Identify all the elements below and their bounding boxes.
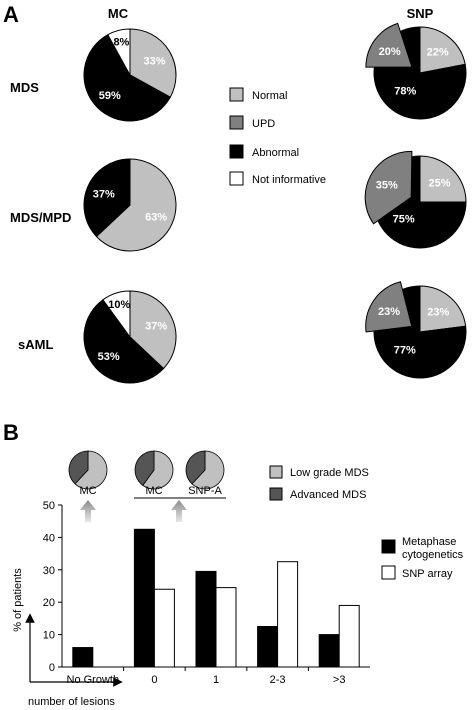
pie-legend: Low grade MDS Advanced MDS bbox=[269, 465, 369, 501]
y-axis-label: % of patients bbox=[12, 568, 24, 632]
small-pie-3-slice-advanced bbox=[185, 450, 206, 485]
small-pie-label-snp-a: SNP-A bbox=[188, 485, 222, 497]
pie-mds-snp-label-abnormal: 78% bbox=[394, 86, 416, 98]
legend-swatch-not-informative bbox=[229, 171, 244, 186]
small-pie-2-slice-advanced bbox=[134, 450, 155, 486]
small-pie-1-slice-low-grade bbox=[74, 450, 108, 490]
y-tick-label: 10 bbox=[43, 630, 55, 642]
up-arrow-icon bbox=[80, 500, 96, 522]
pie-mds-mc-label-not-informative: 8% bbox=[113, 37, 129, 49]
bar-chart: 0 10 20 30 40 50 No Growth 0 1 2-3 >3 bbox=[43, 500, 370, 686]
legend-swatch-metaphase-cytogenetics bbox=[381, 539, 396, 554]
pie-saml-mc-label-abnormal: 53% bbox=[98, 351, 120, 363]
small-pie-label-mc: MC bbox=[79, 485, 96, 497]
pie-mds-mpd-snp-label-abnormal: 75% bbox=[393, 213, 415, 225]
small-pie-1-slice-advanced bbox=[68, 450, 89, 485]
panel-a-label: A bbox=[3, 2, 19, 27]
legend-label-upd: UPD bbox=[252, 118, 275, 130]
legend-swatch-low-grade-mds bbox=[269, 465, 283, 479]
column-title-mc: MC bbox=[108, 6, 129, 21]
legend-swatch-snp-array bbox=[381, 565, 396, 580]
pie-saml-mc-label-not-informative: 10% bbox=[108, 299, 130, 311]
y-tick-label: 40 bbox=[43, 532, 55, 544]
panel-b: B MC MC SNP-A Low grade MDS Advanced MDS… bbox=[3, 420, 464, 708]
x-tick-label: 1 bbox=[213, 674, 219, 686]
bar-metaphase-cytogenetics-gt3 bbox=[318, 634, 340, 668]
bar-metaphase-cytogenetics-0 bbox=[133, 528, 155, 668]
legend-swatch-advanced-mds bbox=[269, 487, 283, 501]
pie-mds-mc-slice-normal bbox=[129, 28, 177, 98]
pie-saml-mc-slice-abnormal bbox=[83, 299, 165, 384]
small-pie-label-mc-2: MC bbox=[145, 485, 162, 497]
x-tick-label: 2-3 bbox=[270, 674, 286, 686]
pie-saml-mc-slice-normal bbox=[129, 290, 177, 370]
legend-swatch-normal bbox=[229, 87, 244, 102]
panel-b-label: B bbox=[3, 420, 19, 445]
y-tick-label: 30 bbox=[43, 565, 55, 577]
y-tick-label: 0 bbox=[49, 662, 55, 674]
y-tick-label: 50 bbox=[43, 500, 55, 512]
pie-mds-mpd-snp-slice-normal bbox=[419, 155, 467, 203]
pie-mds-mpd-mc-slice-normal bbox=[95, 158, 177, 252]
bar-metaphase-cytogenetics-1 bbox=[195, 570, 217, 668]
small-pie-3-slice-low-grade bbox=[191, 450, 225, 490]
pie-mds-snp-slice-normal bbox=[419, 26, 466, 74]
legend-swatch-upd bbox=[229, 115, 244, 130]
pie-mds-mc-label-abnormal: 59% bbox=[99, 90, 121, 102]
small-pie-2-slice-low-grade bbox=[142, 450, 174, 490]
legend-label-metaphase-cytogenetics: Metaphase cytogenetics bbox=[402, 536, 464, 561]
pie-mds-snp-slice-upd bbox=[365, 22, 413, 68]
x-tick-label: 0 bbox=[151, 674, 157, 686]
bar-snp-array-0 bbox=[153, 588, 175, 668]
pie-mds-snp-label-upd: 20% bbox=[379, 46, 401, 58]
bar-metaphase-cytogenetics-2-3 bbox=[257, 626, 279, 668]
pie-mds-mpd-mc-slice-abnormal bbox=[83, 158, 131, 238]
pie-saml-snp-label-upd: 23% bbox=[378, 306, 400, 318]
legend-label-low-grade-mds: Low grade MDS bbox=[290, 467, 369, 479]
legend-label-snp-array: SNP array bbox=[402, 568, 453, 580]
row-label-mds: MDS bbox=[10, 80, 39, 95]
row-label-saml: sAML bbox=[18, 337, 53, 352]
pie-saml-mc-slice-not-informative bbox=[102, 290, 131, 339]
pie-saml-snp-slice-upd bbox=[365, 281, 413, 333]
small-pie-charts bbox=[68, 450, 225, 490]
legend-swatch-abnormal bbox=[229, 144, 244, 159]
x-axis-label: number of lesions bbox=[28, 696, 115, 708]
bar-metaphase-cytogenetics-no-growth bbox=[72, 647, 94, 668]
pie-mds-mpd-snp-label-normal: 25% bbox=[428, 178, 450, 190]
bar-snp-array-2-3 bbox=[277, 561, 299, 668]
pie-mds-mc-slice-abnormal bbox=[83, 34, 171, 122]
pie-saml-snp-label-abnormal: 77% bbox=[394, 344, 416, 356]
legend-label-abnormal: Abnormal bbox=[252, 147, 299, 159]
pie-mds-mpd-mc-label-abnormal: 37% bbox=[93, 189, 115, 201]
up-arrow-icon bbox=[171, 500, 187, 522]
pie-mds-snp-label-normal: 22% bbox=[427, 47, 449, 59]
pie-mds-mc-label-normal: 33% bbox=[143, 56, 165, 68]
x-tick-label: >3 bbox=[333, 674, 346, 686]
panel-a: A MC SNP MDS MDS/MPD sAML 33% 59% 8% 22% 78%… bbox=[3, 2, 467, 384]
pie-mds-mpd-snp-slice-upd bbox=[364, 150, 413, 225]
legend-label-normal: Normal bbox=[252, 90, 287, 102]
pie-mds-mc-slice-not-informative bbox=[107, 28, 131, 76]
pie-saml-snp-slice-normal bbox=[419, 285, 467, 333]
pie-mds-mpd-mc-label-normal: 63% bbox=[145, 211, 167, 223]
pie-charts: 33% 59% 8% 22% 78% 20% 63% 37% 25% 75% 35% 37% 53% 10… bbox=[83, 22, 467, 384]
bar-snp-array-1 bbox=[215, 587, 237, 668]
pie-saml-snp-label-normal: 23% bbox=[427, 306, 449, 318]
category-legend: Normal UPD Abnormal Not informative bbox=[229, 87, 326, 186]
pie-mds-mpd-snp-label-upd: 35% bbox=[376, 179, 398, 191]
legend-label-not-informative: Not informative bbox=[252, 174, 326, 186]
row-label-mds-mpd: MDS/MPD bbox=[10, 210, 71, 225]
bar-legend: Metaphase cytogenetics SNP array bbox=[381, 536, 464, 580]
y-tick-label: 20 bbox=[43, 597, 55, 609]
x-tick-label: No Growth bbox=[67, 674, 120, 686]
legend-label-advanced-mds: Advanced MDS bbox=[290, 489, 366, 501]
pie-saml-mc-label-normal: 37% bbox=[145, 321, 167, 333]
column-title-snp: SNP bbox=[407, 6, 434, 21]
bar-snp-array-gt3 bbox=[338, 604, 360, 668]
